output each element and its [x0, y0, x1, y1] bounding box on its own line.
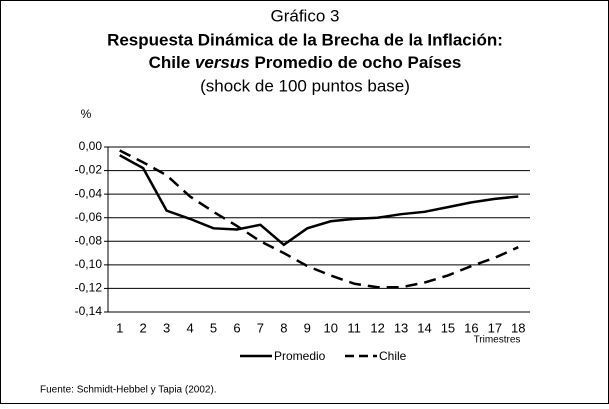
- legend-label: Chile: [379, 349, 407, 363]
- heading: Respuesta Dinámica de la Brecha de la In…: [107, 30, 503, 49]
- x-tick-label: 14: [417, 320, 431, 335]
- x-tick-label: 2: [140, 320, 147, 335]
- heading2-part: Chile: [149, 53, 191, 72]
- y-tick-label: -0,14: [75, 304, 103, 318]
- x-tick-label: 12: [370, 320, 384, 335]
- heading2-part: Promedio de ocho Países: [254, 53, 461, 72]
- y-tick-label: -0,06: [75, 210, 103, 224]
- x-tick-label: 6: [233, 320, 240, 335]
- y-tick-label: -0,04: [75, 186, 103, 200]
- x-tick-label: 4: [186, 320, 193, 335]
- x-tick-label: 11: [347, 320, 361, 335]
- y-axis-label: %: [81, 107, 92, 121]
- x-tick-label: 3: [163, 320, 170, 335]
- series-line: [119, 154, 519, 247]
- x-tick-label: 5: [210, 320, 217, 335]
- x-tick-label: 10: [323, 320, 337, 335]
- source: Fuente: Schmidt-Hebbel y Tapia (2002).: [40, 385, 217, 396]
- y-tick-label: -0,02: [75, 163, 103, 177]
- x-tick-label: 1: [116, 320, 123, 335]
- chart-title: Gráfico 3: [271, 6, 340, 25]
- y-tick-label: -0,12: [75, 281, 103, 295]
- x-tick-label: 15: [441, 320, 455, 335]
- x-tick-label: 9: [304, 320, 311, 335]
- y-tick-label: -0,10: [75, 257, 103, 271]
- heading2: Chile versus Promedio de ocho Países: [149, 53, 462, 72]
- heading2-part: versus: [195, 53, 250, 72]
- x-tick-label: 16: [464, 320, 478, 335]
- x-tick-label: 13: [394, 320, 408, 335]
- x-tick-label: 7: [257, 320, 264, 335]
- subtitle: (shock de 100 puntos base): [200, 76, 410, 95]
- y-tick-label: 0,00: [79, 139, 103, 153]
- legend-label: Promedio: [274, 349, 326, 363]
- x-axis-label: Trimestres: [474, 335, 521, 346]
- x-tick-label: 17: [488, 320, 502, 335]
- series-line: [119, 149, 519, 289]
- y-tick-label: -0,08: [75, 233, 103, 247]
- x-tick-label: 18: [511, 320, 525, 335]
- x-tick-label: 8: [280, 320, 287, 335]
